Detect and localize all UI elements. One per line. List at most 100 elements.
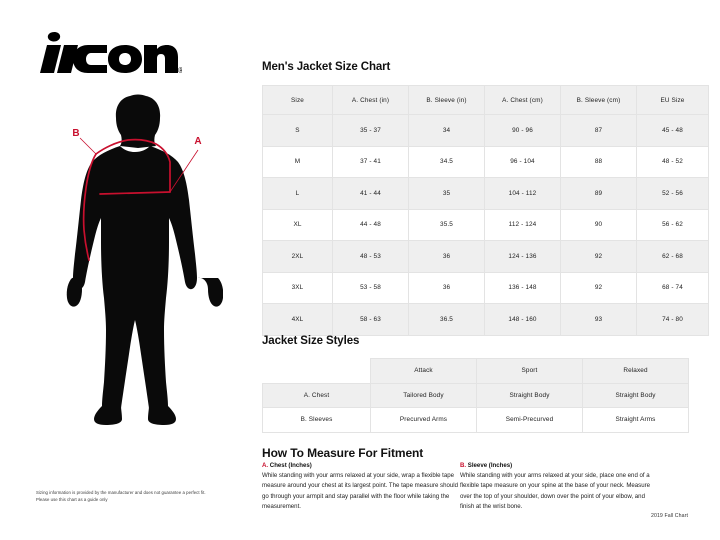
cell-size: 2XL [262,240,333,273]
table-row: 4XL 58 - 63 36.5 148 - 160 93 74 - 80 [262,303,709,336]
table-row: S 35 - 37 34 90 - 96 87 45 - 48 [262,114,709,147]
size-chart-title: Men's Jacket Size Chart [262,61,391,73]
table-row: L 41 - 44 35 104 - 112 89 52 - 56 [262,177,709,210]
table-row: XL 44 - 48 35.5 112 - 124 90 56 - 62 [262,208,709,241]
cell-sleeve-cm: 89 [560,177,637,210]
cell-relaxed: Straight Arms [582,407,689,433]
cell-chest-in: 44 - 48 [332,208,409,241]
cell-size: S [262,114,333,147]
col-attack: Attack [370,358,477,384]
chest-measure-line [99,191,171,195]
cell-size: 4XL [262,303,333,336]
cell-size: L [262,177,333,210]
fitment-sleeve-heading: B. Sleeve (Inches) [460,462,656,469]
fall-chart-footer: 2019 Fall Chart [650,513,688,519]
figure-label-b: B [72,128,79,139]
col-chest-in: A. Chest (in) [332,85,409,115]
cell-sleeve-cm: 88 [560,145,637,178]
cell-eu-size: 74 - 80 [636,303,709,336]
table-row: 3XL 53 - 58 36 136 - 148 92 68 - 74 [262,271,709,304]
cell-sport: Straight Body [476,382,583,408]
cell-chest-in: 58 - 63 [332,303,409,336]
col-sleeve-cm: B. Sleeve (cm) [560,85,637,115]
cell-chest-in: 53 - 58 [332,271,409,304]
cell-attack: Precurved Arms [370,407,477,433]
chest-mark: A. [262,462,269,469]
jacket-size-styles-title: Jacket Size Styles [262,335,360,347]
cell-chest-in: 48 - 53 [332,240,409,273]
cell-sleeve-cm: 92 [560,240,637,273]
cell-sleeve-cm: 90 [560,208,637,241]
size-chart-table: Size A. Chest (in) B. Sleeve (in) A. Che… [262,85,709,336]
sleeve-measure-line [82,153,97,261]
table-row: A. Chest Tailored Body Straight Body Str… [262,382,689,408]
fitment-chest-heading: A. Chest (Inches) [262,462,458,469]
fitment-title: How To Measure For Fitment [262,446,424,460]
col-eu-size: EU Size [636,85,709,115]
styles-header-row: Attack Sport Relaxed [263,358,689,384]
corner-cell [263,359,371,384]
jacket-size-styles-table: Attack Sport Relaxed A. Chest Tailored B… [262,358,689,433]
leader-line-a [169,149,199,193]
table-row: B. Sleeves Precurved Arms Semi-Precurved… [262,407,689,433]
leader-line-b [79,137,97,155]
disclaimer-line-2: Please use this chart as a guide only [36,497,108,503]
cell-sleeve-in: 36 [408,240,485,273]
table-row: 2XL 48 - 53 36 124 - 136 92 62 - 68 [262,240,709,273]
cell-chest-cm: 104 - 112 [484,177,561,210]
cell-chest-cm: 112 - 124 [484,208,561,241]
cell-chest-in: 37 - 41 [332,145,409,178]
cell-sleeve-in: 35 [408,177,485,210]
row-label-chest: A. Chest [262,382,371,408]
cell-eu-size: 52 - 56 [636,177,709,210]
col-sport: Sport [476,358,583,384]
fitment-sleeve-block: B. Sleeve (Inches) While standing with y… [460,462,656,513]
cell-eu-size: 48 - 52 [636,145,709,178]
right-panel: Men's Jacket Size Chart Size A. Chest (i… [258,0,720,540]
measurement-figure: A B [58,92,223,427]
cell-sleeve-cm: 93 [560,303,637,336]
cell-eu-size: 45 - 48 [636,114,709,147]
cell-chest-cm: 124 - 136 [484,240,561,273]
cell-eu-size: 56 - 62 [636,208,709,241]
cell-chest-cm: 96 - 104 [484,145,561,178]
cell-size: XL [262,208,333,241]
icon-brand-logo: ® [32,30,182,76]
sizing-disclaimer: Sizing information is provided by the ma… [36,489,251,503]
col-sleeve-in: B. Sleeve (in) [408,85,485,115]
cell-chest-in: 41 - 44 [332,177,409,210]
cell-chest-in: 35 - 37 [332,114,409,147]
cell-sleeve-in: 34.5 [408,145,485,178]
cell-chest-cm: 148 - 160 [484,303,561,336]
fitment-chest-body: While standing with your arms relaxed at… [262,472,459,511]
cell-sleeve-in: 36.5 [408,303,485,336]
cell-chest-cm: 136 - 148 [484,271,561,304]
cell-eu-size: 68 - 74 [636,271,709,304]
cell-sleeve-cm: 87 [560,114,637,147]
row-label-sleeves: B. Sleeves [262,407,371,433]
sleeve-mark: B. [460,462,467,469]
cell-sleeve-in: 34 [408,114,485,147]
cell-chest-cm: 90 - 96 [484,114,561,147]
cell-attack: Tailored Body [370,382,477,408]
cell-eu-size: 62 - 68 [636,240,709,273]
table-row: M 37 - 41 34.5 96 - 104 88 48 - 52 [262,145,709,178]
cell-sport: Semi-Precurved [476,407,583,433]
figure-label-a: A [194,136,201,147]
registered-trademark-icon: ® [178,66,182,75]
cell-size: M [262,145,333,178]
body-silhouette-shape [66,94,223,425]
figure-svg: A B [66,94,223,425]
icon-logo-svg: ® [40,31,182,75]
fitment-sleeve-body: While standing with your arms relaxed at… [460,472,651,511]
cell-size: 3XL [262,271,333,304]
disclaimer-line-1: Sizing information is provided by the ma… [36,490,206,495]
cell-sleeve-cm: 92 [560,271,637,304]
cell-sleeve-in: 36 [408,271,485,304]
fitment-chest-block: A. Chest (Inches) While standing with yo… [262,462,458,513]
col-size: Size [262,85,333,115]
chest-heading-text: Chest (Inches) [268,462,312,469]
cell-relaxed: Straight Body [582,382,689,408]
col-relaxed: Relaxed [582,358,689,384]
